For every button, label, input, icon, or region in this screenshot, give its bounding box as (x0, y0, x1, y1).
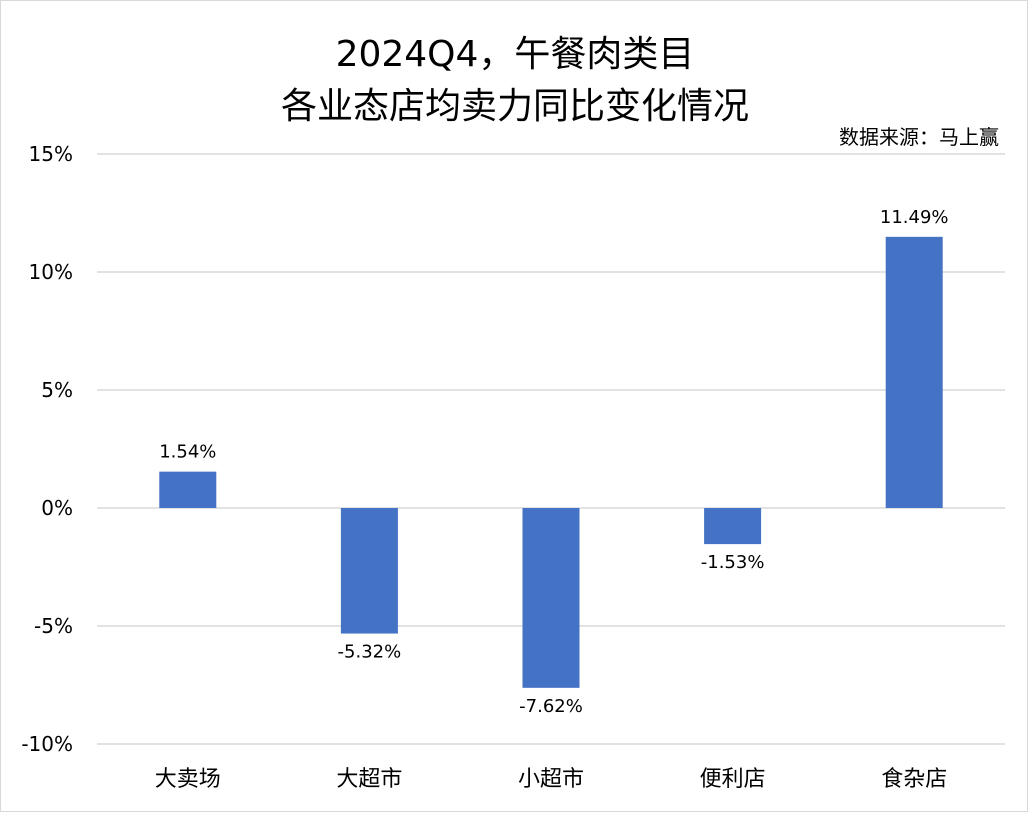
data-label: 11.49% (880, 207, 949, 228)
bar (159, 471, 217, 508)
chart-title: 2024Q4，午餐肉类目 (335, 34, 695, 75)
data-label: -5.32% (338, 642, 402, 663)
y-tick-label: 5% (41, 378, 73, 402)
y-tick-label: 10% (29, 260, 73, 284)
x-category-label: 大超市 (336, 767, 402, 792)
bar (885, 236, 943, 508)
bar (522, 508, 580, 688)
x-category-label: 大卖场 (155, 767, 221, 792)
data-source-note: 数据来源：马上赢 (839, 125, 999, 149)
y-tick-label: -10% (21, 732, 73, 756)
y-tick-label: 15% (29, 142, 73, 166)
chart-subtitle: 各业态店均卖力同比变化情况 (280, 86, 749, 127)
data-label: 1.54% (159, 442, 216, 463)
data-label: -7.62% (519, 696, 583, 717)
y-tick-label: -5% (34, 614, 73, 638)
x-category-label: 便利店 (700, 767, 766, 792)
bar (704, 508, 762, 545)
bar (340, 508, 398, 634)
data-label: -1.53% (701, 552, 765, 573)
x-category-label: 小超市 (518, 767, 584, 792)
x-category-label: 食杂店 (881, 767, 947, 792)
y-tick-label: 0% (41, 496, 73, 520)
